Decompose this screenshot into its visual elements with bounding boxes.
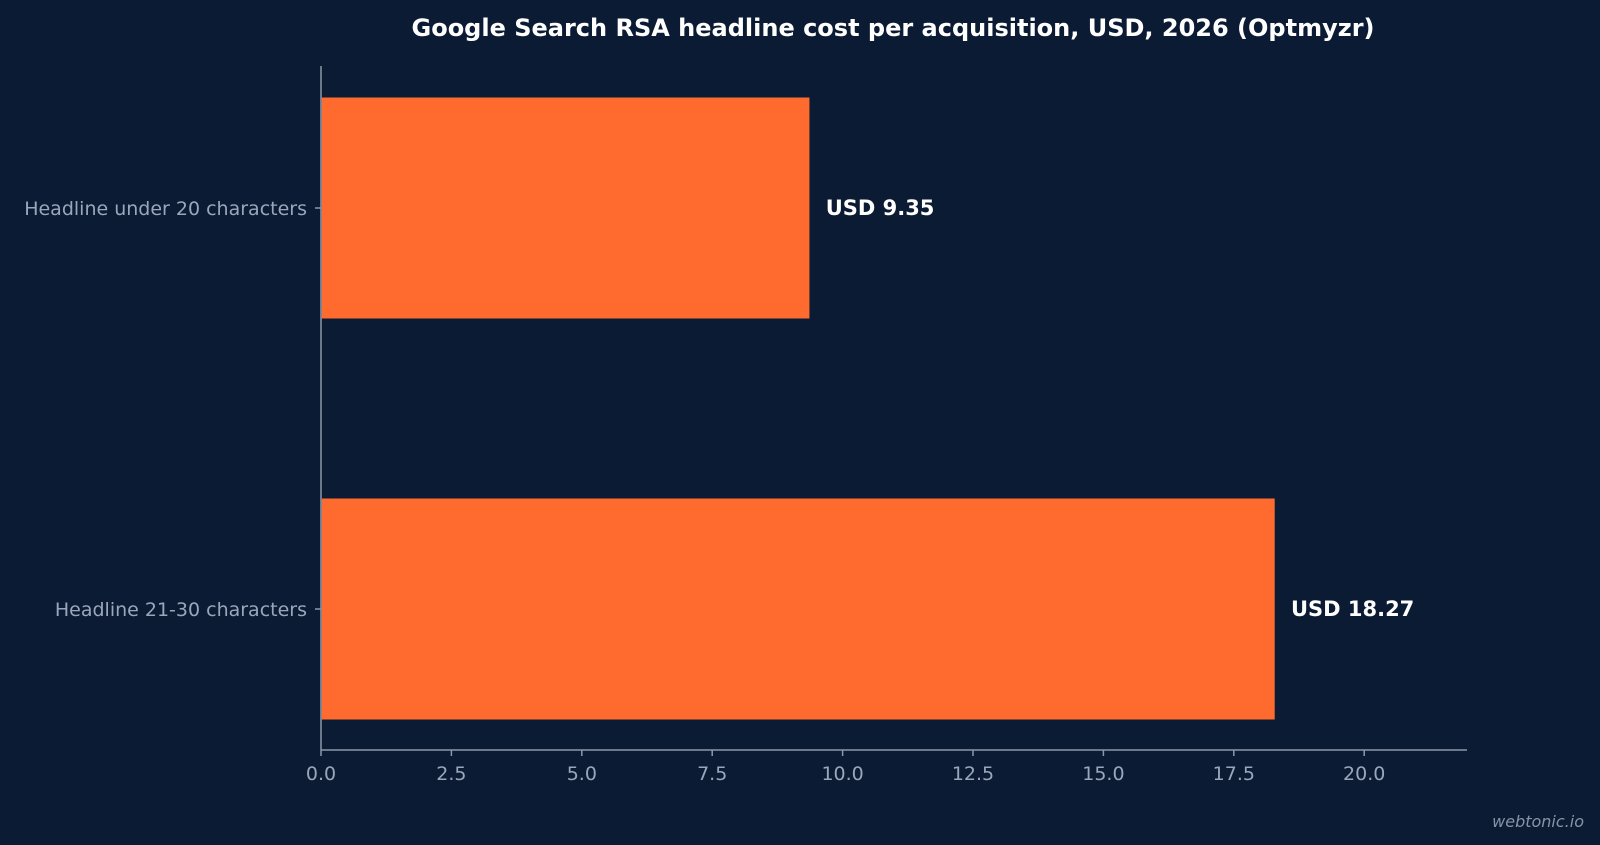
category-labels: Headline under 20 characters Headline 21-… <box>24 198 321 621</box>
x-tick-label: 2.5 <box>436 763 466 785</box>
x-axis-ticks: 0.0 2.5 5.0 7.5 10.0 12.5 15.0 17.5 20.0 <box>306 750 1385 785</box>
watermark: webtonic.io <box>1492 812 1584 831</box>
bars-group <box>321 97 1275 720</box>
x-tick-label: 20.0 <box>1343 763 1385 785</box>
chart-title: Google Search RSA headline cost per acqu… <box>412 14 1375 42</box>
x-tick-label: 0.0 <box>306 763 336 785</box>
x-tick-label: 10.0 <box>821 763 863 785</box>
category-label: Headline 21-30 characters <box>55 599 307 621</box>
x-tick-label: 15.0 <box>1082 763 1124 785</box>
bar-1 <box>321 97 810 319</box>
x-tick-label: 5.0 <box>567 763 597 785</box>
data-label: USD 9.35 <box>826 196 935 220</box>
x-tick-label: 17.5 <box>1213 763 1255 785</box>
data-labels: USD 9.35 USD 18.27 <box>826 196 1415 621</box>
x-tick-label: 7.5 <box>697 763 727 785</box>
bar-2 <box>321 498 1275 720</box>
x-tick-label: 12.5 <box>952 763 994 785</box>
category-label: Headline under 20 characters <box>24 198 307 220</box>
data-label: USD 18.27 <box>1291 597 1414 621</box>
